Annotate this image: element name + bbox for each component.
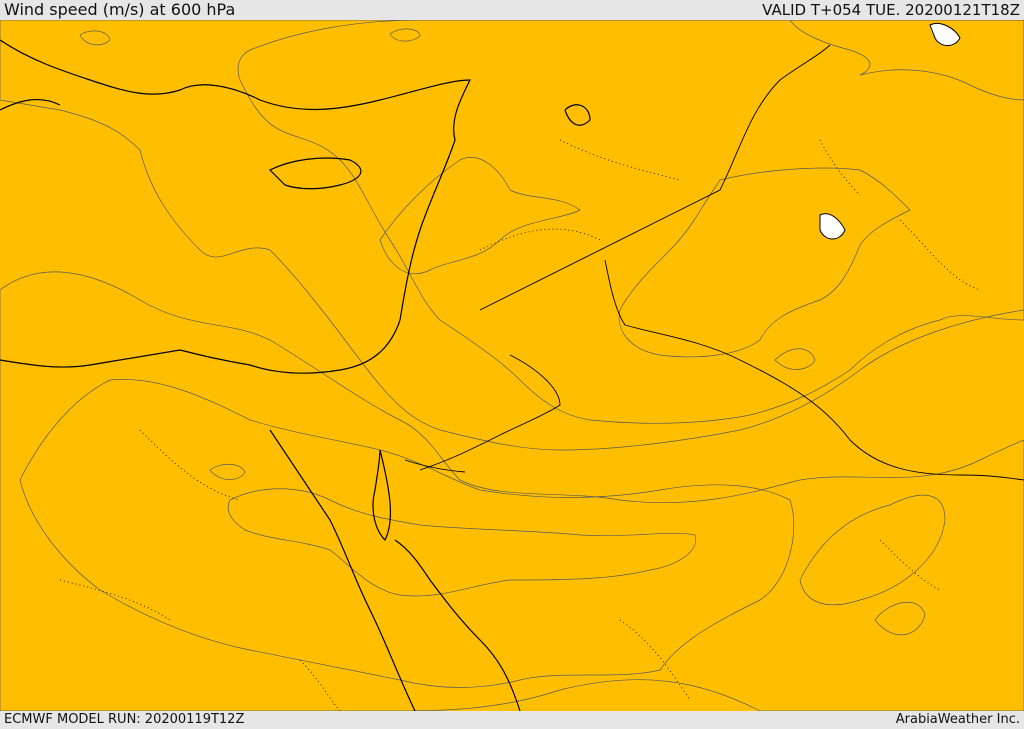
shade-weakest-northeast [789,20,1024,101]
shade-weakest-small [774,348,816,370]
shade-gold-levant [379,157,581,275]
shade-orange-west [0,271,1024,711]
shade-yellow-patch-nw [79,30,111,46]
shade-yellow-patch-nw2 [389,28,421,42]
footer-bar: ECMWF MODEL RUN: 20200119T12Z ArabiaWeat… [0,711,1024,729]
shade-amber-base [0,20,1024,711]
shade-strongest-blob [209,463,246,480]
lake [819,213,846,240]
credit-label: ArabiaWeather Inc. [895,712,1020,727]
valid-time-label: VALID T+054 TUE. 20200121T18Z [762,1,1020,19]
shade-dark-orange [19,379,795,688]
wind-speed-map [0,20,1024,711]
shade-gold-north [0,20,1024,451]
shade-dark-orange-east [799,494,946,606]
lake-north [929,23,961,46]
shade-strongest-core [227,488,697,597]
admin-boundaries [59,139,981,711]
model-run-label: ECMWF MODEL RUN: 20200119T12Z [4,712,245,727]
shade-weakest-iraq [618,167,911,358]
shade-yellow-core [237,20,1024,424]
map-title: Wind speed (m/s) at 600 hPa [4,0,236,19]
country-borders [404,44,1024,481]
header-bar: Wind speed (m/s) at 600 hPa VALID T+054 … [0,0,1024,20]
coastline [0,39,591,711]
